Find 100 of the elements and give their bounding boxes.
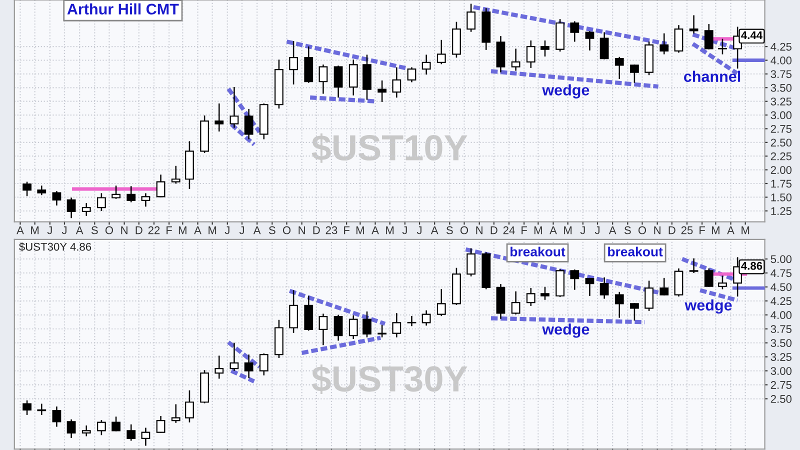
candlestick xyxy=(407,316,416,326)
annotation: wedge xyxy=(542,323,590,338)
x-tick-label: S xyxy=(91,226,98,234)
y-tick-label: 4.00 xyxy=(770,56,792,64)
x-tick-label: M xyxy=(386,226,394,234)
x-tick-label: D xyxy=(313,226,320,234)
y-tick-label: 4.00 xyxy=(770,311,792,320)
x-tick-label: M xyxy=(178,226,186,234)
candlestick xyxy=(689,258,698,274)
x-tick-label: F xyxy=(166,226,172,234)
candlestick xyxy=(540,40,550,56)
y-tick-label: 3.75 xyxy=(770,325,792,334)
candlestick xyxy=(259,353,268,376)
candlestick xyxy=(230,87,239,128)
candlestick xyxy=(674,25,684,53)
candlestick xyxy=(126,186,136,202)
candlestick xyxy=(614,292,624,318)
candlestick xyxy=(422,54,431,75)
candlestick xyxy=(126,424,136,441)
y-tick-label: 1.25 xyxy=(771,207,792,216)
candlestick xyxy=(348,60,358,96)
y-tick-label: 4.25 xyxy=(770,42,792,51)
annotation: Arthur Hill CMT xyxy=(67,3,179,15)
x-tick-label: J xyxy=(224,226,230,234)
x-tick-label: J xyxy=(580,226,585,234)
x-tick-label: N xyxy=(476,226,482,234)
x-tick-label: 23 xyxy=(326,226,338,234)
candlestick xyxy=(362,311,372,338)
x-tick-label: J xyxy=(594,226,600,234)
x-tick-label: J xyxy=(416,226,422,234)
y-tick-label: 3.25 xyxy=(770,98,792,106)
candlestick xyxy=(289,41,298,84)
candlestick xyxy=(156,416,166,433)
candlestick xyxy=(660,278,669,296)
annotation: breakout xyxy=(510,246,566,256)
candlestick xyxy=(570,270,580,290)
y-tick-label: 3.75 xyxy=(770,70,792,78)
candlestick xyxy=(570,21,580,42)
x-tick-label: O xyxy=(460,226,468,234)
x-tick-label: S xyxy=(446,226,453,234)
candlestick xyxy=(66,419,76,438)
candlestick xyxy=(600,32,609,60)
candlestick xyxy=(22,400,32,416)
x-tick-label: M xyxy=(31,226,39,234)
candlestick xyxy=(585,31,594,50)
x-tick-label: A xyxy=(550,226,557,234)
candlestick xyxy=(689,15,698,34)
x-tick-label: M xyxy=(712,226,720,234)
y-tick-label: 3.50 xyxy=(770,339,792,347)
y-tick-label: 4.25 xyxy=(770,297,792,306)
candlestick xyxy=(318,314,328,346)
candlestick xyxy=(660,33,669,54)
x-tick-label: D xyxy=(490,226,498,234)
x-tick-label: O xyxy=(638,226,646,234)
x-tick-label: A xyxy=(727,226,734,234)
x-tick-label: A xyxy=(372,226,379,234)
candlestick xyxy=(185,390,194,422)
x-tick-label: M xyxy=(208,226,216,234)
x-tick-label: S xyxy=(268,226,276,234)
x-tick-label: M xyxy=(564,226,572,234)
candlestick xyxy=(585,278,594,296)
y-tick-label: 2.50 xyxy=(770,395,792,403)
candlestick xyxy=(156,174,166,198)
candlestick xyxy=(334,314,343,341)
y-tick-label: 1.50 xyxy=(771,193,792,202)
annotation: wedge xyxy=(542,84,590,99)
candlestick xyxy=(600,277,609,299)
x-tick-label: 24 xyxy=(503,226,515,234)
x-tick-label: N xyxy=(121,226,128,234)
candlestick xyxy=(718,276,727,290)
y-tick-label: 3.50 xyxy=(770,84,792,92)
y-tick-label: 2.00 xyxy=(770,166,792,174)
chart-subtitle: $UST30Y 4.86 xyxy=(19,242,92,252)
annotation: channel xyxy=(684,70,740,82)
x-tick-label: D xyxy=(136,226,142,234)
candlestick xyxy=(392,67,402,98)
candlestick xyxy=(214,356,224,379)
candlestick xyxy=(52,191,62,206)
annotation: wedge xyxy=(684,299,732,314)
candlestick xyxy=(630,303,639,321)
candlestick xyxy=(171,166,180,184)
y-tick-label: 2.75 xyxy=(770,124,792,133)
x-tick-label: M xyxy=(742,226,750,234)
y-tick-label: 2.25 xyxy=(770,152,792,160)
candlestick xyxy=(318,64,328,94)
candlestick xyxy=(718,38,727,54)
x-tick-label: J xyxy=(62,226,66,234)
x-tick-label: A xyxy=(76,226,84,234)
x-tick-label: F xyxy=(344,226,350,234)
x-tick-label: 25 xyxy=(681,226,693,234)
x-tick-label: 22 xyxy=(148,226,160,234)
x-tick-label: J xyxy=(239,226,244,234)
candlestick xyxy=(289,290,298,333)
candlestick xyxy=(82,203,91,216)
candlestick xyxy=(97,420,106,436)
candlestick xyxy=(378,324,387,338)
candlestick xyxy=(704,268,714,287)
candlestick xyxy=(614,56,624,79)
candlestick xyxy=(436,40,446,64)
x-tick-label: M xyxy=(356,226,364,234)
